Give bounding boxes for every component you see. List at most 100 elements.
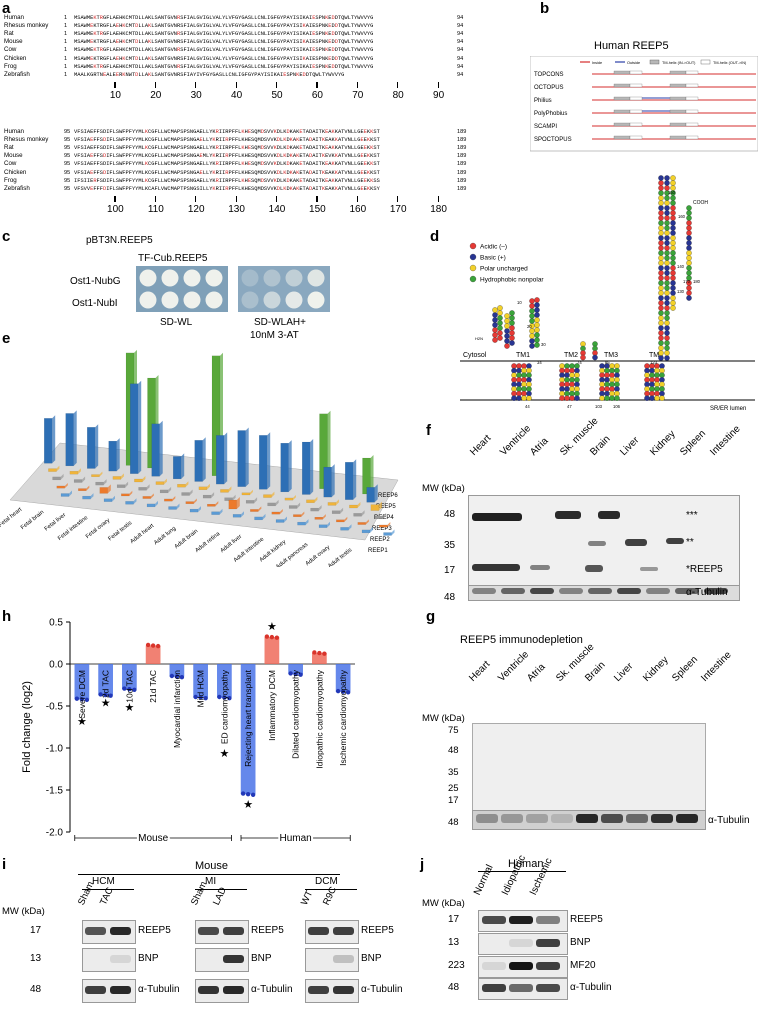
residue: [659, 377, 665, 383]
start-position: 95: [64, 185, 71, 192]
data-bar: [145, 645, 161, 664]
residue: [569, 377, 575, 383]
panel-b-label: b: [540, 0, 550, 17]
tissue-label: Adult lung: [153, 526, 177, 547]
expression-bar: [220, 489, 229, 493]
residue: [659, 372, 665, 378]
residue: [516, 363, 522, 369]
band-label: α-Tubulin: [686, 587, 728, 598]
row-label: BNP: [570, 937, 591, 948]
data-bar: [240, 664, 256, 795]
expression-bar: [271, 511, 280, 515]
group-line: [305, 889, 357, 890]
bar-side: [198, 506, 201, 513]
bar-side: [82, 476, 86, 483]
end-position: 189: [457, 153, 467, 160]
species-name: Zebrafish: [4, 184, 30, 192]
data-point: [345, 690, 351, 695]
mw-marker: 17: [448, 795, 459, 806]
expression-bar: [241, 492, 251, 496]
expression-bar: [60, 493, 70, 497]
residue: [658, 315, 664, 321]
legend-label: Acidic (–): [480, 244, 507, 251]
residue-number: 85: [605, 360, 610, 365]
plate2-label-2: 10nM 3-AT: [250, 330, 299, 341]
tm-helix: [685, 109, 699, 114]
start-position: 1: [64, 23, 68, 30]
plate-sd-wlah: [238, 266, 330, 312]
bar-side: [258, 506, 262, 512]
species-line: [478, 871, 566, 872]
expression-bar: [280, 443, 289, 493]
bar-side: [370, 526, 373, 533]
residue: [497, 315, 503, 321]
y-tick-label: -2.0: [46, 828, 64, 839]
mw-title: MW (kDa): [2, 906, 45, 917]
tm-helix: [629, 122, 643, 127]
residue: [569, 381, 575, 388]
expression-bar: [379, 524, 388, 528]
residue: [658, 345, 664, 351]
aligned-sequence: VFSIAEFFSDIFLSWFPFYYMLKCGFLLWCMAPSPSNGAE…: [74, 161, 380, 168]
residue: [497, 310, 503, 316]
position-tick: [114, 81, 116, 88]
tissue-western-blot: Heart Ventricle Atria Sk. muscle Brain Liver K…: [420, 416, 758, 603]
bar-side: [387, 521, 391, 528]
band: [333, 927, 354, 935]
residue: [658, 300, 664, 306]
residue: [658, 335, 664, 341]
residue: [609, 395, 615, 401]
aligned-sequence: MSAWMEKTRGFLAEHKCMTDLLAKLSANTGVNRSFIALGV…: [74, 55, 374, 62]
data-point: [122, 686, 127, 691]
residue: [504, 328, 510, 334]
residue: [526, 363, 532, 369]
residue: [670, 300, 676, 306]
significance-star: ★: [101, 698, 111, 710]
immunodepletion-blot: Heart Ventricle Atria Sk. muscle Brain Liver K…: [420, 642, 758, 835]
mw-marker: 48: [30, 984, 42, 995]
expression-bar: [323, 466, 332, 498]
bar-side: [219, 508, 223, 515]
residue: [529, 328, 535, 334]
bar-side: [159, 420, 163, 477]
method-label: Philius: [534, 98, 552, 104]
bar-side: [133, 498, 137, 505]
residue: [686, 260, 692, 266]
aligned-sequence: VFSIAEFFSDIFLSWFPFYYMLKCGFLLWCMAPSPSNGAE…: [74, 129, 380, 135]
residue: [658, 205, 664, 211]
bar-side: [344, 516, 348, 522]
expression-bar: [73, 479, 83, 483]
start-position: 95: [64, 145, 71, 152]
row-label: α-Tubulin: [138, 984, 180, 995]
group-line: [82, 889, 134, 890]
residue-number: 123: [650, 360, 658, 365]
residue: [686, 225, 692, 231]
residue: [664, 350, 670, 356]
residue: [492, 317, 498, 323]
residue: [670, 250, 676, 256]
bar-side: [73, 410, 77, 466]
residue: [529, 298, 535, 304]
significance-star: ★: [77, 716, 87, 728]
band: [509, 916, 533, 924]
residue: [492, 312, 498, 318]
residue: [509, 335, 515, 341]
residue: [609, 390, 615, 397]
residue: [509, 340, 515, 346]
expression-bar: [331, 510, 341, 514]
position-tick: [397, 195, 399, 202]
residue: [644, 372, 650, 378]
aligned-sequence: VFSIAEFFSDIFLSWFPFYYMLKCGFLLWCMAPSPSNGAE…: [74, 169, 380, 176]
position-tick: [356, 81, 358, 88]
residue: [516, 386, 522, 392]
data-point: [84, 697, 90, 703]
bar-side: [391, 529, 395, 536]
lane-label: Idiopathic: [500, 853, 529, 897]
bar-side: [322, 514, 326, 520]
residue: [559, 381, 565, 388]
residue: [686, 290, 692, 296]
expression-bar: [78, 488, 87, 491]
band-label: *REEP5: [686, 564, 723, 575]
position-tick: [235, 195, 237, 202]
